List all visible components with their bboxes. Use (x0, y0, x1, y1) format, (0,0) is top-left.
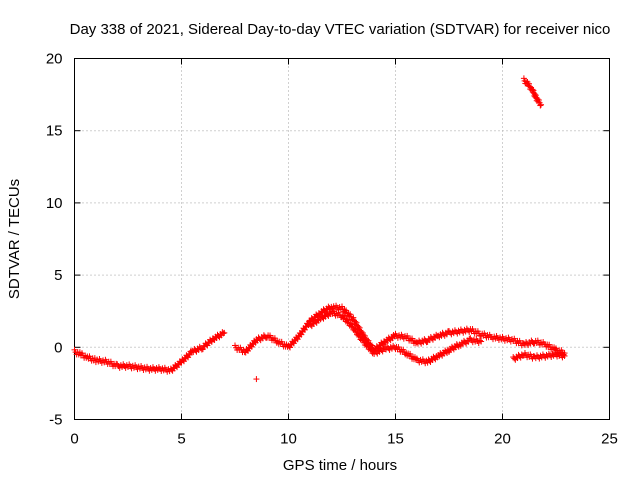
grid (74, 58, 610, 420)
data-point (476, 337, 483, 344)
y-tick-label: 10 (46, 195, 63, 212)
plot-frame (74, 58, 610, 420)
data-point (521, 77, 528, 84)
data-point (221, 329, 228, 336)
data-point (537, 102, 544, 109)
series-track-a (71, 329, 228, 375)
data-point (356, 324, 363, 331)
data-points (71, 75, 568, 383)
data-point (345, 317, 352, 324)
data-point (478, 338, 485, 345)
data-point (359, 335, 366, 342)
data-point (561, 352, 568, 359)
data-point (353, 319, 360, 326)
data-point (526, 83, 533, 90)
x-tick-label: 20 (494, 431, 511, 448)
data-point (360, 336, 367, 343)
x-axis-label: GPS time / hours (283, 457, 397, 474)
data-point (368, 344, 375, 351)
data-point (343, 307, 350, 314)
data-point (351, 325, 358, 332)
y-tick-label: 15 (46, 123, 63, 140)
data-point (535, 97, 542, 104)
data-point (354, 329, 361, 336)
x-tick-label: 15 (387, 431, 404, 448)
data-point (352, 318, 359, 325)
data-point (520, 75, 527, 82)
series-track-e (520, 75, 545, 109)
x-tick-label: 0 (70, 431, 78, 448)
data-point (339, 303, 345, 310)
x-tick-label: 5 (177, 431, 185, 448)
series-outlier (253, 376, 260, 383)
data-point (350, 314, 357, 321)
data-point (560, 351, 567, 358)
data-point (356, 330, 363, 337)
data-point (534, 95, 541, 102)
axis-ticks: 0 5 10 15 20 25 -5 0 5 10 15 20 (46, 51, 618, 448)
y-tick-label: 5 (54, 267, 62, 284)
series-track-c (306, 308, 485, 367)
data-point (348, 321, 355, 328)
y-tick-label: -5 (49, 412, 62, 429)
y-axis-label: SDTVAR / TECUs (6, 179, 23, 299)
series-track-d (510, 349, 568, 363)
data-point (347, 311, 354, 318)
data-point (220, 330, 227, 337)
data-point (253, 376, 260, 383)
data-point (352, 326, 359, 333)
data-point (301, 326, 308, 333)
x-tick-label: 25 (601, 431, 618, 448)
y-tick-label: 0 (54, 339, 62, 356)
data-point (364, 340, 371, 347)
chart-title: Day 338 of 2021, Sidereal Day-to-day VTE… (70, 21, 611, 38)
y-tick-label: 20 (46, 51, 63, 68)
data-point (525, 80, 532, 87)
data-point (341, 313, 348, 320)
data-point (298, 331, 305, 338)
data-point (538, 101, 545, 108)
x-tick-label: 10 (280, 431, 297, 448)
data-point (379, 348, 386, 355)
